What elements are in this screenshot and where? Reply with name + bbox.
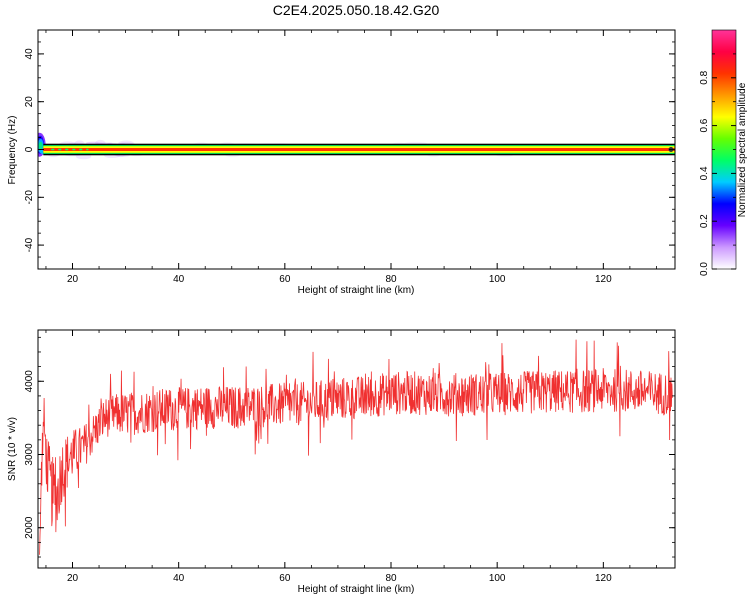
- colorbar-axes: 0.0 0.2 0.4 0.6 0.8: [699, 53, 736, 276]
- spectrogram-y-tick-label: 20: [24, 96, 35, 108]
- snr-y-tick-label: 4000: [24, 370, 35, 393]
- snr-x-axis-label: Height of straight line (km): [298, 584, 415, 595]
- snr-y-tick-label: 2000: [24, 516, 35, 539]
- snr-plot-area: [38, 330, 675, 568]
- spectrogram-y-axis-label: Frequency (Hz): [7, 116, 18, 185]
- spectrogram-x-tick-label: 120: [595, 274, 612, 285]
- colorbar-tick-label: 0.8: [699, 70, 710, 84]
- snr-x-tick-label: 80: [385, 573, 397, 584]
- snr-y-tick-label: 3000: [24, 443, 35, 466]
- spectrogram-panel: 20 40 60 80 100 120 -40 -20 0 20 40 Height of stra…: [7, 29, 676, 296]
- spectrogram-y-tick-label: -20: [24, 190, 35, 205]
- spectrogram-x-tick-label: 100: [489, 274, 506, 285]
- colorbar-label: Normalized spectral amplitude: [737, 82, 748, 217]
- spectrogram-y-tick-label: 0: [24, 146, 35, 152]
- snr-x-tick-label: 40: [173, 573, 185, 584]
- snr-axes: 20 40 60 80 100 120 2000 3000 4000: [24, 330, 675, 584]
- spectrogram-x-tick-label: 60: [279, 274, 291, 285]
- spectrogram-x-tick-label: 80: [385, 274, 397, 285]
- snr-x-tick-label: 100: [489, 573, 506, 584]
- spectrogram-blob: [38, 141, 43, 150]
- spectrogram-axes: 20 40 60 80 100 120 -40 -20 0 20 40: [24, 29, 675, 285]
- colorbar-tick-label: 0.4: [699, 166, 710, 180]
- colorbar-scale: [711, 29, 737, 270]
- spectrogram-y-tick-label: 40: [24, 48, 35, 60]
- spectrogram-x-tick-label: 20: [67, 274, 79, 285]
- spectrogram-x-axis-label: Height of straight line (km): [298, 285, 415, 296]
- figure-title: C2E4.2025.050.18.42.G20: [273, 2, 440, 18]
- spectrogram-y-tick-label: -40: [24, 237, 35, 252]
- snr-series-line: [39, 339, 673, 555]
- snr-panel: 20 40 60 80 100 120 2000 3000 4000 Height of str…: [7, 329, 676, 595]
- snr-x-tick-label: 120: [595, 573, 612, 584]
- snr-marks: [39, 339, 673, 555]
- snr-x-tick-label: 20: [67, 573, 79, 584]
- spectrogram-band-core: [43, 148, 675, 151]
- snr-y-axis-label: SNR (10 * v/v): [7, 417, 18, 481]
- colorbar: 0.0 0.2 0.4 0.6 0.8 Normalized spectral ampl…: [699, 29, 748, 276]
- snr-frame: [37, 329, 676, 569]
- colorbar-tick-label: 0.0: [699, 262, 710, 276]
- snr-x-tick-label: 60: [279, 573, 291, 584]
- colorbar-tick-label: 0.6: [699, 118, 710, 132]
- spectrogram-marks: [38, 132, 675, 160]
- spectrogram-x-tick-label: 40: [173, 274, 185, 285]
- colorbar-tick-label: 0.2: [699, 214, 710, 228]
